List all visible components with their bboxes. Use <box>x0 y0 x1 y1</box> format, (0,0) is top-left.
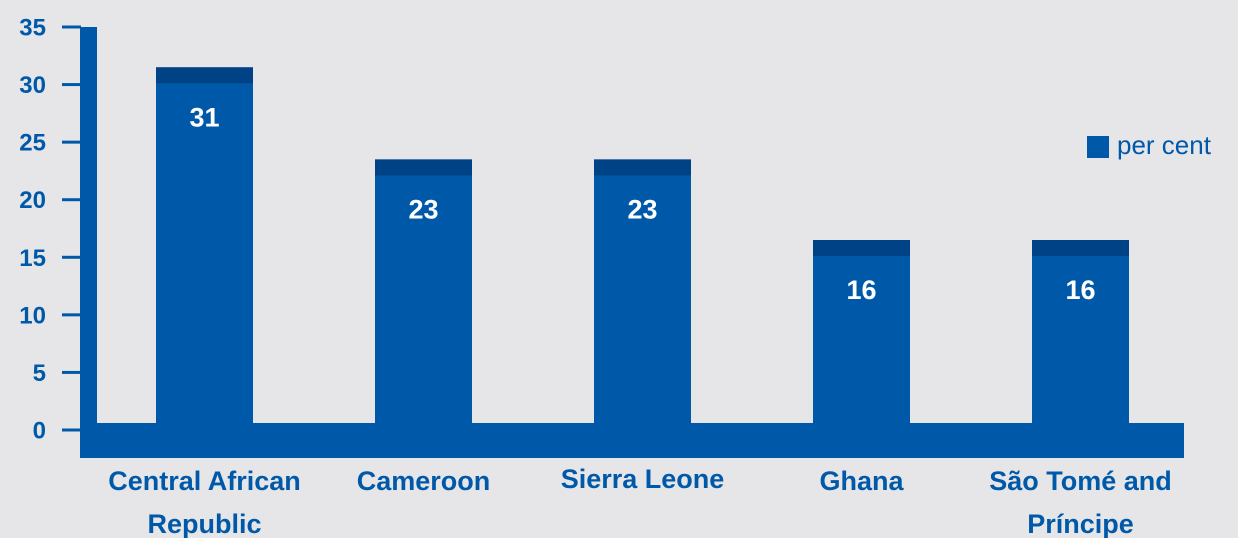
bar-data-label: 31 <box>189 102 219 132</box>
y-tick-mark <box>62 313 81 317</box>
bars: 31 23 23 16 16 <box>156 67 1129 425</box>
y-tick-mark <box>62 25 81 29</box>
y-tick-mark <box>62 140 81 144</box>
legend-label-per-cent: per cent <box>1117 130 1212 160</box>
y-tick-label: 10 <box>19 302 46 329</box>
bar-data-label: 23 <box>408 194 438 224</box>
y-axis-line <box>80 27 97 458</box>
category-label: Cameroon <box>357 466 491 496</box>
bar-data-label: 23 <box>627 194 657 224</box>
x-axis-base <box>80 423 1184 458</box>
x-axis-base-bar <box>80 423 1184 458</box>
y-tick-label: 35 <box>19 15 46 42</box>
y-tick-mark <box>62 255 81 259</box>
legend: per cent <box>1087 130 1212 160</box>
y-tick-label: 30 <box>19 72 46 99</box>
bar-top-cap <box>156 67 253 84</box>
y-axis: 0 5 10 15 20 25 30 35 <box>19 15 97 458</box>
bar <box>813 240 910 424</box>
y-tick-mark <box>62 370 81 374</box>
y-tick-label: 20 <box>19 187 46 214</box>
bar-data-label: 16 <box>846 275 876 305</box>
y-tick-label: 0 <box>33 418 46 445</box>
category-label: São Tomé and Príncipe <box>989 466 1172 538</box>
y-tick-label: 5 <box>33 360 46 387</box>
y-tick-label: 15 <box>19 245 46 272</box>
y-tick-label: 25 <box>19 130 46 157</box>
bar <box>594 159 691 424</box>
category-labels: Central African Republic Cameroon Sierra Le… <box>108 464 1172 538</box>
bar-data-label: 16 <box>1065 275 1095 305</box>
legend-swatch-per-cent <box>1087 136 1109 158</box>
category-label: Ghana <box>819 466 904 496</box>
bar <box>156 67 253 425</box>
bar-top-cap <box>375 159 472 176</box>
category-label: Sierra Leone <box>561 464 725 494</box>
bar-top-cap <box>594 159 691 176</box>
bar-top-cap <box>813 240 910 257</box>
bar <box>375 159 472 424</box>
category-label: Central African Republic <box>108 466 301 538</box>
bar-top-cap <box>1032 240 1129 257</box>
bar <box>1032 240 1129 424</box>
y-tick-mark <box>62 428 81 432</box>
y-tick-mark <box>62 198 81 202</box>
y-tick-mark <box>62 83 81 87</box>
